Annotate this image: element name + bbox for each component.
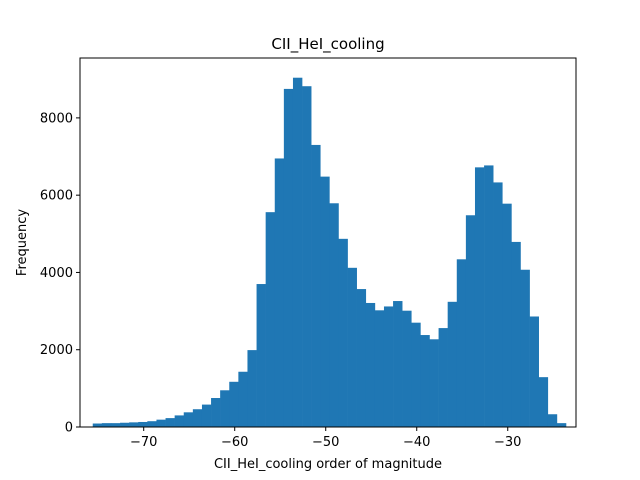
y-tick-label: 2000	[40, 343, 73, 358]
histogram-bar	[120, 422, 130, 427]
x-axis-title: CII_HeI_cooling order of magnitude	[214, 457, 442, 472]
histogram-bar	[156, 419, 166, 427]
histogram-bar	[365, 302, 376, 427]
x-axis: −70 −60 −50 −40 −30	[130, 427, 521, 450]
histogram-bar	[402, 310, 412, 427]
y-tick-label: 8000	[40, 111, 73, 126]
histogram-bar	[147, 421, 157, 427]
histogram-bar	[529, 316, 539, 427]
histogram-bar	[484, 165, 494, 428]
histogram-bar	[183, 412, 194, 427]
histogram-bar	[247, 350, 257, 427]
y-tick-label: 6000	[40, 189, 73, 204]
histogram-bar	[502, 203, 512, 427]
y-tick-label: 0	[65, 421, 73, 436]
histogram-bar	[192, 409, 203, 427]
histogram-bar	[447, 301, 458, 427]
histogram-bar	[256, 284, 266, 427]
histogram-bar	[393, 301, 403, 427]
histogram-bar	[383, 306, 394, 427]
histogram-bar	[429, 339, 439, 427]
histogram-bar	[229, 381, 239, 427]
histogram-bar	[338, 238, 348, 427]
histogram-bar	[356, 289, 367, 427]
histogram-bar	[101, 423, 112, 427]
histogram-bar	[420, 335, 430, 427]
histogram-bar	[438, 328, 448, 427]
x-tick-label: −50	[312, 435, 339, 450]
x-tick-label: −40	[403, 435, 430, 450]
histogram-bar	[347, 267, 357, 427]
chart-title: CII_HeI_cooling	[271, 35, 384, 54]
histogram-bar	[493, 182, 503, 427]
histogram-bar	[374, 310, 385, 427]
y-axis: 0 2000 4000 6000 8000	[40, 111, 80, 436]
histogram-bar	[138, 421, 148, 427]
histogram-bar	[174, 415, 185, 427]
histogram-bar	[165, 418, 175, 427]
histogram-bar	[474, 167, 485, 427]
histogram-bar	[411, 322, 421, 427]
histogram-bar	[556, 423, 567, 427]
histogram-bar	[547, 414, 558, 427]
histogram-bar	[320, 176, 330, 427]
histogram-bar	[329, 203, 339, 427]
y-axis-title: Frequency	[15, 209, 30, 276]
histogram-bar	[302, 86, 312, 428]
histogram-bar	[538, 377, 549, 427]
histogram-bar	[201, 404, 212, 427]
histogram-bar	[211, 398, 221, 427]
histogram-bar	[220, 390, 230, 427]
histogram-bar	[238, 371, 248, 427]
x-tick-label: −60	[221, 435, 248, 450]
histogram-bars	[92, 77, 567, 428]
histogram-bar	[311, 144, 321, 427]
histogram-bar	[265, 212, 276, 427]
histogram-bar	[292, 77, 303, 428]
x-tick-label: −30	[494, 435, 521, 450]
histogram-bar	[110, 423, 121, 427]
y-tick-label: 4000	[40, 266, 73, 281]
plot-frame	[79, 57, 577, 428]
histogram-bar	[520, 269, 530, 427]
histogram-bar	[511, 241, 521, 427]
histogram-bar	[274, 158, 285, 427]
histogram-bar	[465, 215, 476, 427]
histogram-bar	[456, 259, 467, 427]
histogram-bar	[283, 88, 294, 427]
x-tick-label: −70	[130, 435, 157, 450]
histogram-bar	[92, 423, 103, 427]
histogram-bar	[129, 422, 139, 427]
